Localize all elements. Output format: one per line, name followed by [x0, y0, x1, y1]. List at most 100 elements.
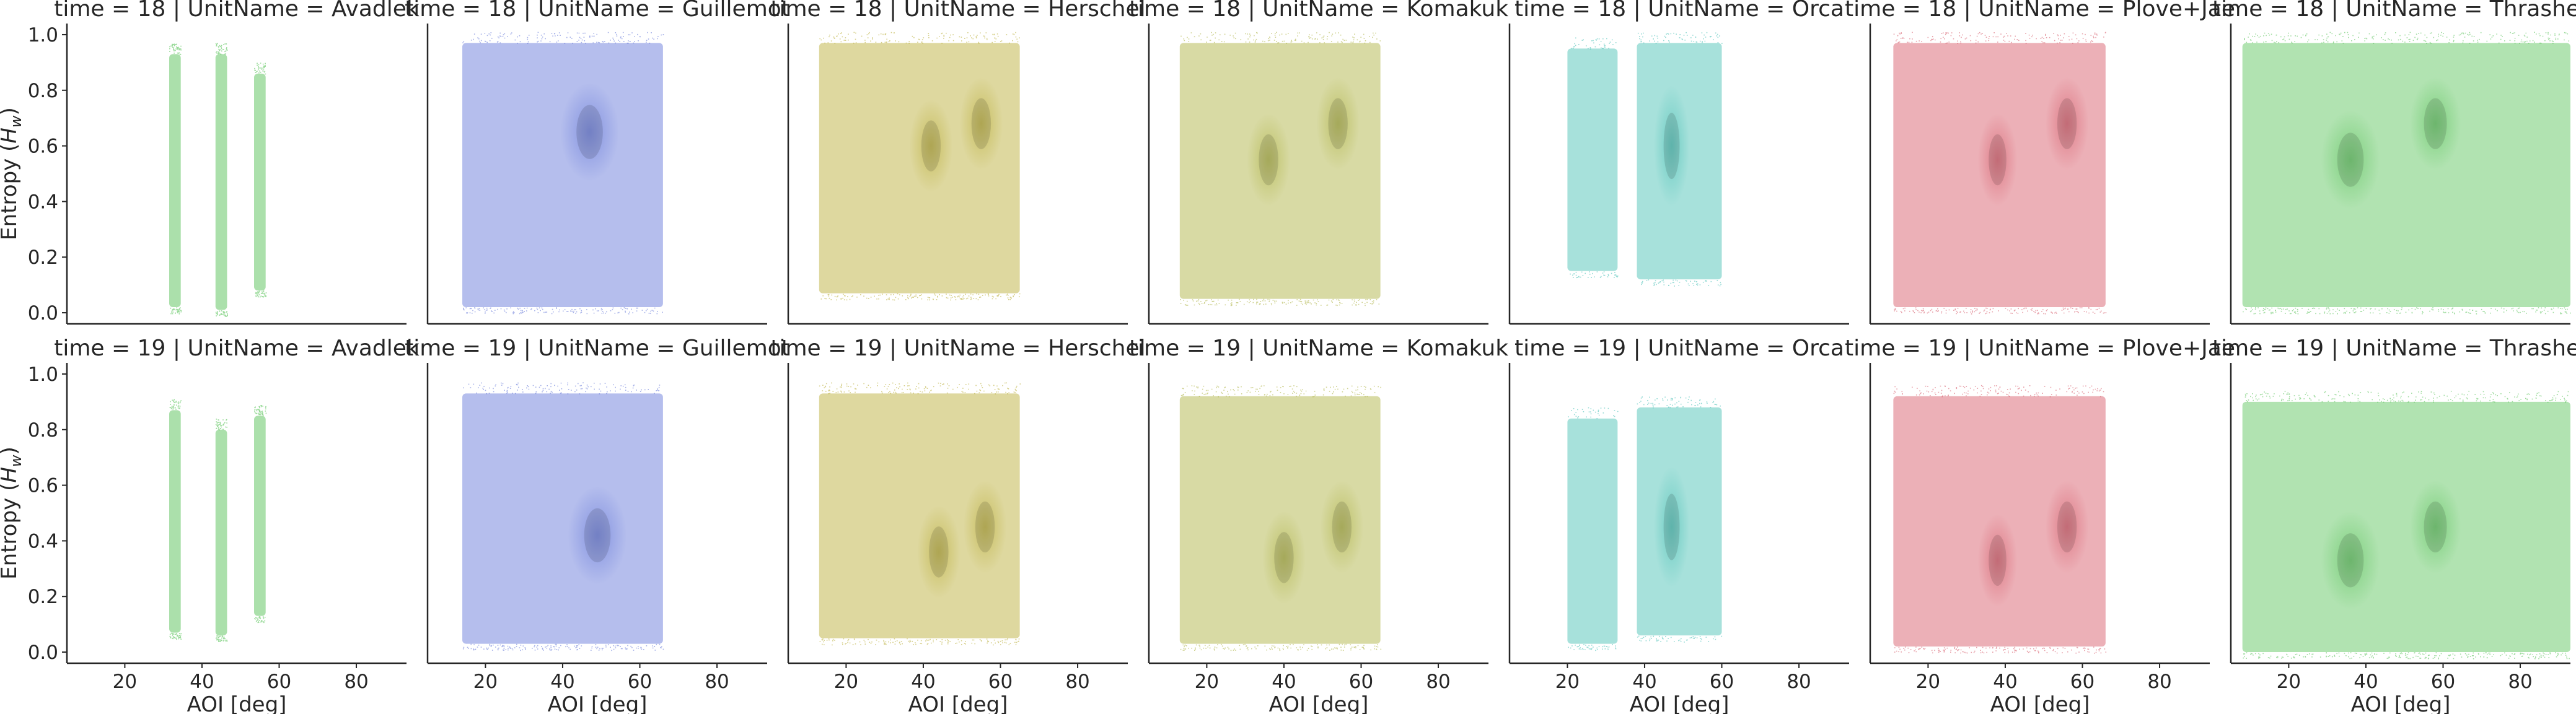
density-hotspot: [2409, 77, 2461, 170]
y-tick-label: 1.0: [28, 364, 58, 386]
panel-19-komakuk: time = 19 | UnitName = Komakuk 20 40 60 80 AO…: [1129, 336, 1508, 714]
y-tick-label: 0.2: [28, 246, 58, 269]
x-tick-label: 20: [834, 671, 858, 693]
density-hotspot: [1320, 481, 1364, 573]
density-core: [1328, 98, 1348, 149]
x-tick-label: 20: [1195, 671, 1219, 693]
x-tick-label: 20: [1916, 671, 1940, 693]
density-core: [2337, 133, 2364, 187]
data-band: [169, 410, 181, 633]
x-tick-label: 60: [628, 671, 652, 693]
density-hotspot: [1653, 466, 1690, 588]
panel-18-herschel: time = 18 | UnitName = Herschel: [770, 0, 1146, 325]
panel-18-komakuk: time = 18 | UnitName = Komakuk: [1129, 0, 1508, 325]
density-core: [2424, 98, 2447, 149]
x-tick-label: 20: [113, 671, 137, 693]
x-tick-label: 80: [1426, 671, 1450, 693]
y-tick-label: 0.0: [28, 642, 58, 664]
density-core: [1989, 534, 2007, 586]
density-hotspot: [2321, 110, 2380, 209]
x-tick-label: 80: [1065, 671, 1089, 693]
panel-19-guillemot: time = 19 | UnitName = Guillemot 20 40 60 80…: [405, 336, 790, 714]
density-hotspot: [2321, 511, 2380, 610]
data-band: [462, 393, 663, 644]
panel-18-thrasher: time = 18 | UnitName = Thrasher: [2212, 0, 2576, 325]
density-core: [971, 98, 991, 149]
y-tick-label: 0.4: [28, 191, 58, 213]
x-tick-label: 60: [988, 671, 1013, 693]
x-axis-label: AOI [deg]: [1630, 692, 1730, 714]
panel-title: time = 19 | UnitName = Komakuk: [1129, 336, 1508, 361]
data-band: [215, 429, 227, 636]
panel-title: time = 18 | UnitName = Thrasher: [2212, 0, 2576, 22]
density-hotspot: [1247, 113, 1290, 206]
y-axis-label: Entropy (Hw): [0, 107, 25, 240]
x-tick-label: 20: [1555, 671, 1580, 693]
density-core: [2057, 501, 2077, 553]
density-core: [1332, 501, 1352, 553]
density-hotspot: [1653, 85, 1690, 206]
panel-19-plove-jae: time = 19 | UnitName = Plove+Jae 20 40 60 80…: [1845, 336, 2235, 714]
panel-title: time = 18 | UnitName = Plove+Jae: [1845, 0, 2235, 22]
panel-18-plove-jae: time = 18 | UnitName = Plove+Jae: [1845, 0, 2235, 325]
x-tick-label: 40: [550, 671, 574, 693]
panel-19-herschel: time = 19 | UnitName = Herschel 20 40 60 80 A…: [770, 336, 1145, 714]
density-core: [929, 526, 949, 578]
y-tick-label: 0.0: [28, 302, 58, 324]
density-core: [2057, 98, 2077, 149]
data-band: [169, 54, 181, 308]
panel-title: time = 18 | UnitName = Guillemot: [405, 0, 790, 22]
panel-title: time = 19 | UnitName = Avadlek: [54, 336, 420, 361]
density-hotspot: [1316, 77, 1360, 170]
density-hotspot: [909, 99, 953, 193]
data-band: [254, 416, 266, 616]
density-core: [1259, 134, 1278, 186]
density-core: [2337, 533, 2364, 588]
density-core: [1989, 134, 2007, 186]
x-tick-label: 40: [1993, 671, 2017, 693]
density-core: [576, 105, 603, 159]
panel-title: time = 19 | UnitName = Plove+Jae: [1845, 336, 2235, 361]
density-hotspot: [1977, 513, 2018, 607]
density-hotspot: [2045, 481, 2089, 573]
data-band: [462, 43, 663, 308]
panel-title: time = 19 | UnitName = Thrasher: [2212, 336, 2576, 361]
panel-19-avadlek: time = 19 | UnitName = Avadlek 0.0 0.2 0.4 0…: [0, 336, 420, 714]
density-hotspot: [1977, 113, 2018, 206]
density-hotspot: [2409, 481, 2461, 573]
x-tick-label: 80: [2508, 671, 2532, 693]
panel-19-thrasher: time = 19 | UnitName = Thrasher 20 40 60 80 A…: [2212, 336, 2576, 714]
y-axis-label: Entropy (Hw): [0, 446, 25, 580]
density-core: [584, 508, 611, 563]
x-tick-label: 20: [473, 671, 498, 693]
data-band: [2242, 401, 2570, 653]
x-tick-label: 60: [1710, 671, 1734, 693]
x-tick-label: 40: [2354, 671, 2378, 693]
density-core: [975, 501, 995, 553]
panel-19-orca: time = 19 | UnitName = Orca 20 40 60 80 AOI […: [1508, 336, 1849, 714]
x-tick-label: 80: [2147, 671, 2171, 693]
x-axis-label: AOI [deg]: [187, 692, 287, 714]
panel-title: time = 18 | UnitName = Avadlek: [54, 0, 420, 22]
density-core: [1663, 113, 1680, 180]
x-axis-label: AOI [deg]: [1990, 692, 2090, 714]
density-hotspot: [560, 82, 619, 181]
panel-18-orca: time = 18 | UnitName = Orca: [1508, 0, 1849, 325]
data-band: [819, 393, 1020, 638]
y-tick-label: 0.4: [28, 530, 58, 552]
x-tick-label: 40: [190, 671, 214, 693]
density-hotspot: [2045, 77, 2089, 170]
x-axis-label: AOI [deg]: [1269, 692, 1369, 714]
density-hotspot: [963, 481, 1007, 573]
y-tick-label: 0.8: [28, 419, 58, 442]
y-tick-label: 0.8: [28, 80, 58, 102]
panel-title: time = 18 | UnitName = Orca: [1514, 0, 1844, 22]
x-tick-label: 80: [344, 671, 368, 693]
x-axis-label: AOI [deg]: [548, 692, 648, 714]
y-tick-label: 0.6: [28, 475, 58, 497]
panel-18-avadlek: time = 18 | UnitName = Avadlek 0.0 0.2 0.4 0…: [0, 0, 420, 325]
panel-title: time = 18 | UnitName = Herschel: [770, 0, 1145, 22]
density-core: [2424, 501, 2447, 553]
data-band: [215, 54, 227, 310]
